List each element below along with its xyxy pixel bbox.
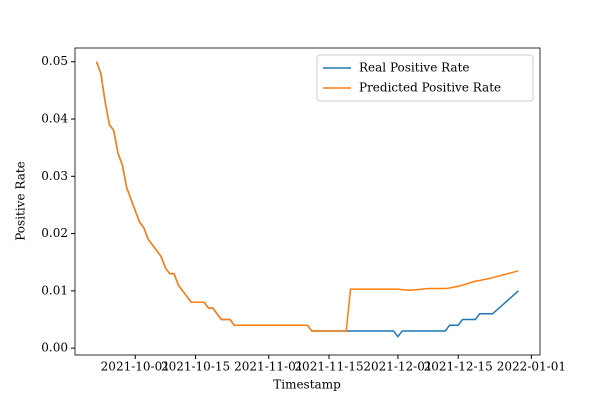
x-tick-label: 2021-10-01 xyxy=(101,360,170,374)
y-axis-label: Positive Rate xyxy=(14,161,28,241)
legend-label: Real Positive Rate xyxy=(359,61,470,75)
y-tick-label: 0.04 xyxy=(41,112,68,126)
data-line xyxy=(95,61,519,332)
x-tick-label: 2021-10-15 xyxy=(161,360,230,374)
x-tick-label: 2021-11-01 xyxy=(234,360,303,374)
x-tick-label: 2021-12-01 xyxy=(363,360,432,374)
legend-label: Predicted Positive Rate xyxy=(359,81,501,95)
x-tick-label: 2021-12-15 xyxy=(424,360,493,374)
x-tick-label: 2021-11-15 xyxy=(294,360,363,374)
y-tick-label: 0.05 xyxy=(41,54,68,68)
y-tick-label: 0.01 xyxy=(41,283,68,297)
legend-box xyxy=(316,54,534,102)
y-tick-label: 0.02 xyxy=(41,226,68,240)
y-tick-label: 0.00 xyxy=(41,341,68,355)
plot-frame xyxy=(74,47,541,356)
x-axis-label: Timestamp xyxy=(273,378,341,392)
y-tick-label: 0.03 xyxy=(41,169,68,183)
data-line xyxy=(95,61,519,338)
x-tick-label: 2022-01-01 xyxy=(497,360,566,374)
